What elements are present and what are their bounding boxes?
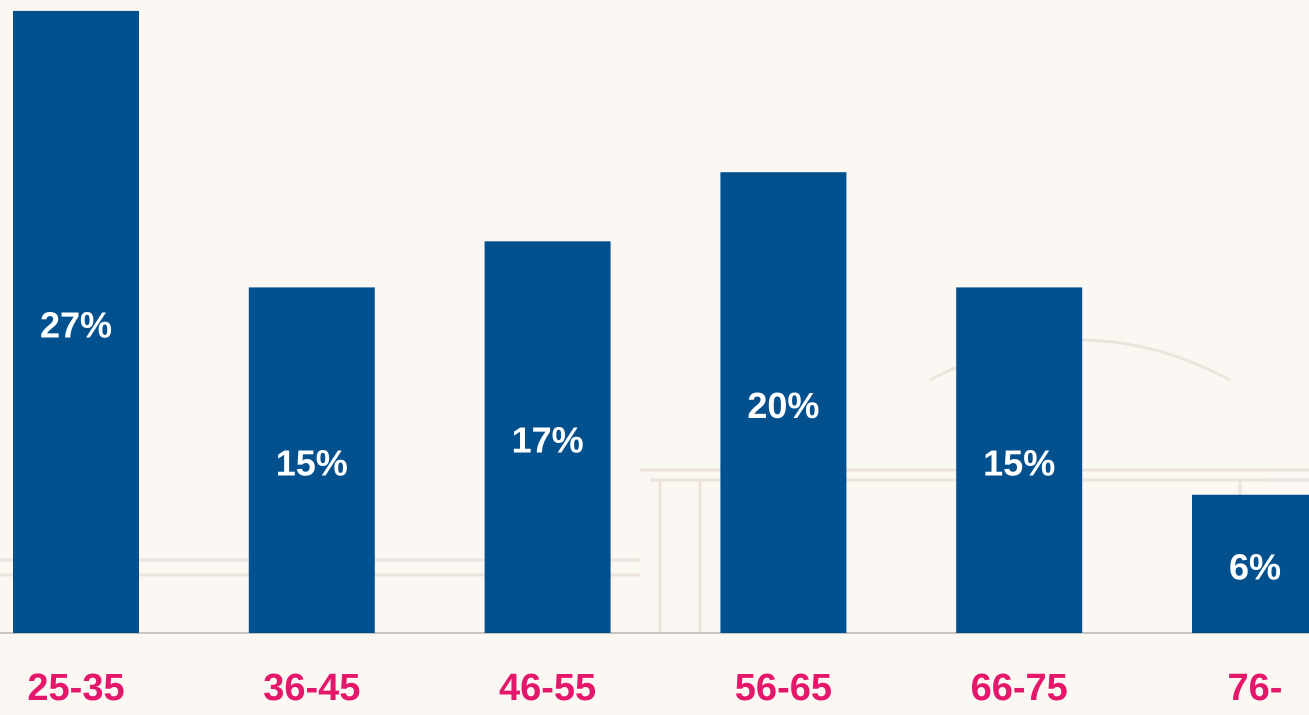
background-decoration [0,338,1309,633]
value-label: 6% [1229,546,1281,587]
bar [956,287,1083,633]
category-label: 36-45 [263,667,360,709]
category-label: 25-35 [27,667,124,709]
category-label: 56-65 [735,667,832,709]
bar [248,287,375,633]
category-label: 46-55 [499,667,596,709]
value-label: 27% [40,304,112,345]
value-label: 15% [983,443,1055,484]
bar [1192,494,1309,633]
value-label: 17% [512,420,584,461]
category-label: 66-75 [971,667,1068,709]
bar [13,10,139,634]
value-label: 15% [276,443,348,484]
bar [484,241,611,633]
bar [720,172,847,633]
category-label: 76- [1228,667,1283,709]
value-label: 20% [747,385,819,426]
